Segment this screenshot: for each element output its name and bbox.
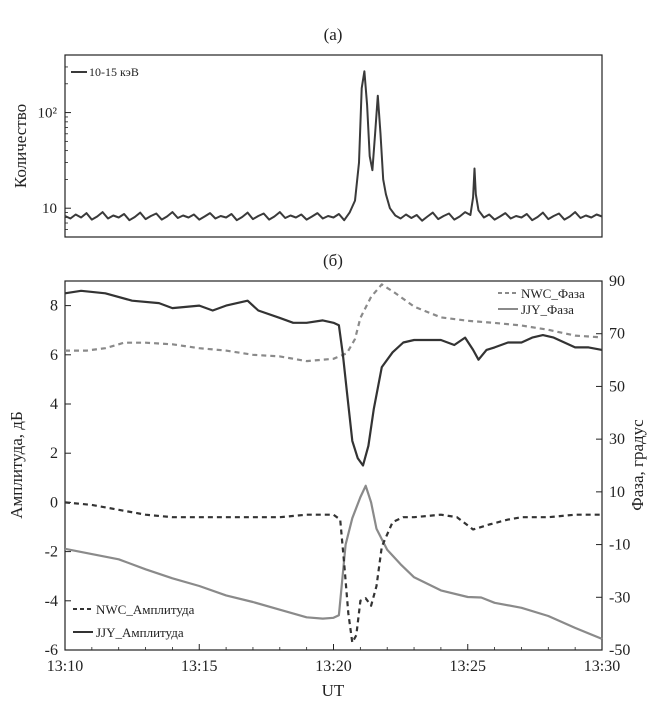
panel-b-right-y-tick-label: 30 bbox=[609, 431, 625, 448]
panel-b-right-y-tick-label: 90 bbox=[609, 273, 625, 290]
panel-a-y-axis-label: Количество bbox=[11, 104, 30, 188]
panel-b-lines bbox=[64, 283, 603, 644]
panel-b-x-tick-label: 13:25 bbox=[450, 658, 486, 675]
panel-b-left-y-tick-label: 8 bbox=[50, 298, 58, 315]
panel-a-legend: 10-15 кэВ bbox=[71, 65, 139, 79]
panel-a-label: (a) bbox=[324, 25, 343, 44]
panel-b-left-y-tick-label: -4 bbox=[45, 593, 58, 610]
panel-b-legend-phase: NWC_Фаза JJY_Фаза bbox=[498, 286, 585, 317]
panel-a-frame bbox=[64, 54, 603, 238]
panel-b-x-tick-label: 13:15 bbox=[181, 658, 217, 675]
panel-b-legend-amplitude: NWC_Амплитуда JJY_Амплитуда bbox=[73, 602, 195, 640]
panel-b-right-y-tick-label: -30 bbox=[609, 589, 630, 606]
panel-b: (б) 13:10 13:15 13:20 13:25 13:30 -6 -4 -2 0 2 4 6… bbox=[7, 251, 647, 700]
panel-b-right-y-tick-label: -10 bbox=[609, 537, 630, 554]
panel-a-y-tick-label: 10 bbox=[42, 201, 57, 217]
panel-b-left-y-tick-label: 2 bbox=[50, 445, 58, 462]
panel-a-y-ticks: 10 10² bbox=[38, 66, 71, 230]
panel-b-x-ticks: 13:10 13:15 13:20 13:25 13:30 bbox=[47, 644, 620, 675]
panel-b-right-y-tick-label: 10 bbox=[609, 484, 625, 501]
series-line-jjy-phase bbox=[64, 484, 603, 640]
panel-b-frame bbox=[64, 280, 603, 651]
panel-a-y-tick-label: 10² bbox=[38, 106, 58, 122]
series-line-nwc-amplitude bbox=[64, 501, 602, 644]
panel-b-x-tick-label: 13:30 bbox=[584, 658, 620, 675]
panel-b-x-tick-label: 13:10 bbox=[47, 658, 83, 675]
series-line-10-15kev bbox=[64, 70, 603, 222]
panel-b-left-y-axis-label: Амплитуда, дБ bbox=[7, 411, 26, 518]
panel-b-right-y-tick-label: 50 bbox=[609, 378, 625, 395]
panel-b-label: (б) bbox=[323, 251, 343, 270]
panel-b-right-y-ticks: -50 -30 -10 10 30 50 70 90 bbox=[596, 273, 630, 659]
panel-a-lines bbox=[64, 70, 603, 222]
panel-b-left-y-tick-label: 4 bbox=[50, 396, 58, 413]
panel-b-right-y-axis-label: Фаза, градус bbox=[628, 419, 647, 511]
panel-b-left-y-tick-label: 0 bbox=[50, 494, 58, 511]
legend-label-nwc-amplitude: NWC_Амплитуда bbox=[96, 602, 195, 617]
panel-a: (a) 10 10² 10-15 кэВ Количество bbox=[11, 25, 603, 238]
panel-b-left-y-tick-label: 6 bbox=[50, 347, 58, 364]
panel-b-left-y-tick-label: -2 bbox=[45, 544, 58, 561]
legend-label-nwc-phase: NWC_Фаза bbox=[521, 286, 585, 301]
legend-label-jjy-amplitude: JJY_Амплитуда bbox=[96, 625, 184, 640]
panel-b-left-y-tick-label: -6 bbox=[45, 642, 58, 659]
series-line-nwc-phase bbox=[65, 283, 603, 363]
panel-b-right-y-tick-label: -50 bbox=[609, 642, 630, 659]
panel-b-left-y-ticks: -6 -4 -2 0 2 4 6 8 bbox=[45, 298, 71, 659]
panel-b-x-tick-label: 13:20 bbox=[315, 658, 351, 675]
legend-label-jjy-phase: JJY_Фаза bbox=[521, 302, 574, 317]
series-line-jjy-amplitude bbox=[64, 289, 603, 467]
legend-label-10-15kev: 10-15 кэВ bbox=[89, 65, 139, 79]
panel-b-x-axis-label: UT bbox=[322, 681, 345, 700]
panel-b-right-y-tick-label: 70 bbox=[609, 326, 625, 343]
